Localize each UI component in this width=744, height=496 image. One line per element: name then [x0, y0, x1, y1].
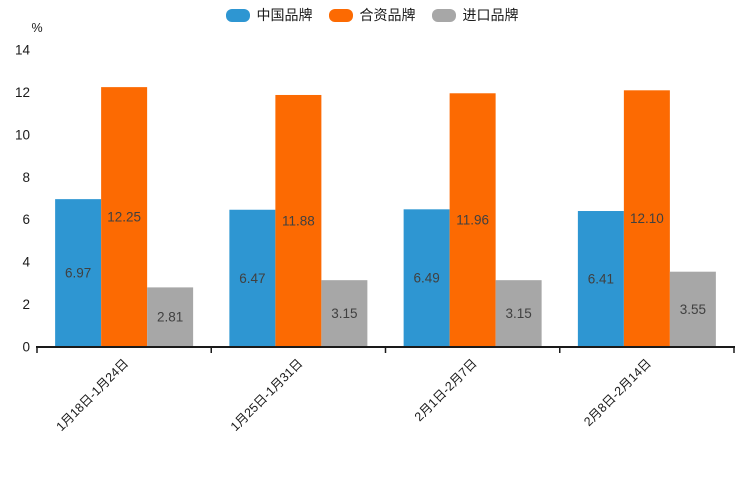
bar-中国品牌-1月25日-1月31日	[229, 209, 276, 347]
bar-进口品牌-1月25日-1月31日	[321, 280, 368, 347]
x-axis-category-label: 2月8日-2月14日	[581, 356, 654, 429]
legend-swatch-icon	[328, 8, 353, 22]
y-axis-unit-label: %	[31, 21, 42, 35]
legend-swatch-icon	[431, 8, 456, 22]
bar-value-label: 6.41	[588, 272, 614, 287]
chart-legend: 中国品牌 合资品牌 进口品牌	[0, 8, 744, 22]
bar-value-label: 6.49	[413, 271, 439, 286]
bar-value-label: 3.55	[680, 302, 706, 317]
y-axis-tick-label: 14	[15, 43, 31, 58]
y-axis-tick-label: 10	[15, 127, 30, 142]
legend-item-series-3[interactable]: 进口品牌	[431, 7, 519, 23]
bar-value-label: 12.25	[107, 210, 141, 225]
legend-item-series-1[interactable]: 中国品牌	[225, 7, 313, 23]
bar-合资品牌-2月8日-2月14日	[623, 90, 670, 348]
y-axis-tick-label: 2	[22, 297, 30, 312]
y-axis-tick-label: 0	[22, 340, 30, 355]
y-axis-tick-label: 6	[22, 212, 30, 227]
bar-value-label: 12.10	[630, 211, 664, 226]
y-axis-tick-label: 4	[22, 255, 30, 270]
x-axis-category-label: 2月1日-2月7日	[412, 356, 480, 424]
bar-value-label: 6.47	[239, 271, 265, 286]
y-axis-tick-label: 12	[15, 85, 30, 100]
legend-item-series-2[interactable]: 合资品牌	[328, 7, 416, 23]
x-axis-category-label: 1月18日-1月24日	[54, 356, 132, 434]
bar-进口品牌-1月18日-1月24日	[147, 287, 194, 347]
legend-label: 进口品牌	[462, 7, 519, 23]
bar-value-label: 2.81	[157, 310, 183, 325]
bar-进口品牌-2月8日-2月14日	[669, 271, 716, 347]
y-axis-tick-label: 8	[22, 170, 30, 185]
bar-中国品牌-2月8日-2月14日	[577, 211, 624, 347]
bar-进口品牌-2月1日-2月7日	[495, 280, 542, 347]
legend-label: 中国品牌	[256, 7, 313, 23]
bar-中国品牌-2月1日-2月7日	[403, 209, 450, 347]
bar-value-label: 11.96	[456, 213, 489, 228]
bar-合资品牌-1月25日-1月31日	[275, 94, 322, 347]
bar-value-label: 3.15	[505, 306, 531, 321]
x-axis-category-label: 1月25日-1月31日	[228, 356, 306, 434]
legend-label: 合资品牌	[359, 7, 416, 23]
bar-value-label: 11.88	[282, 213, 315, 228]
bar-合资品牌-2月1日-2月7日	[449, 93, 496, 347]
bar-合资品牌-1月18日-1月24日	[101, 87, 148, 347]
bar-value-label: 3.15	[331, 306, 357, 321]
legend-swatch-icon	[225, 8, 250, 22]
bar-中国品牌-1月18日-1月24日	[55, 199, 102, 347]
bar-value-label: 6.97	[65, 266, 91, 281]
